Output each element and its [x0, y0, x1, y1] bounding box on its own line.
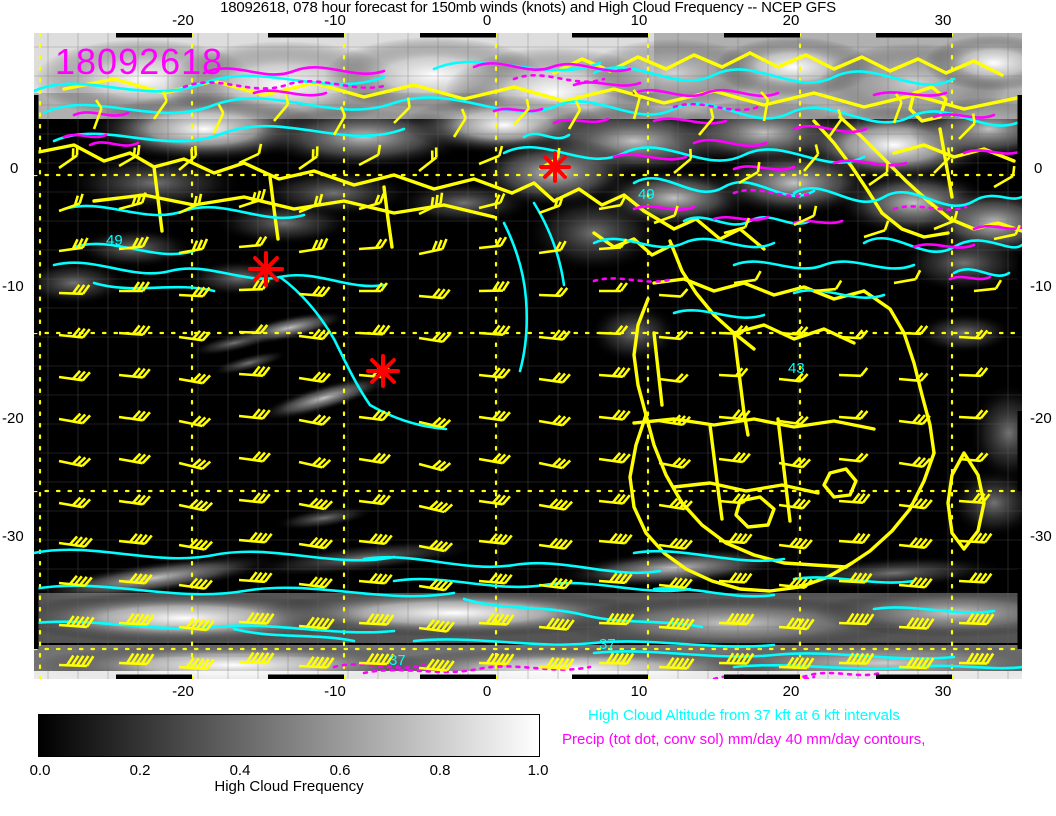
page-title: 18092618, 078 hour forecast for 150mb wi… — [220, 0, 836, 16]
forecast-timestamp-overlay: 18092618 — [55, 41, 224, 82]
top-tick-0: -20 — [172, 12, 194, 29]
right-tick-0: 0 — [1034, 160, 1043, 177]
colorbar-label: High Cloud Frequency — [214, 778, 364, 795]
bottom-tick-1: -10 — [324, 683, 346, 700]
right-tick-2: -20 — [1030, 410, 1052, 427]
contour-label-43: 43 — [788, 360, 805, 377]
colorbar-tick-2: 0.4 — [229, 762, 251, 779]
right-tick-3: -30 — [1030, 528, 1052, 545]
contour-label-37: 37 — [389, 652, 406, 669]
bottom-tick-3: 10 — [630, 683, 648, 700]
left-tick-0: 0 — [10, 160, 19, 177]
bottom-tick-4: 20 — [782, 683, 800, 700]
colorbar-tick-4: 0.8 — [429, 762, 451, 779]
top-tick-3: 10 — [630, 12, 648, 29]
colorbar-tick-1: 0.2 — [129, 762, 151, 779]
legend-precip: Precip (tot dot, conv sol) mm/day 40 mm/… — [562, 731, 926, 748]
left-tick-3: -30 — [2, 528, 24, 545]
top-tick-2: 0 — [482, 12, 492, 29]
site-marker-2 — [248, 251, 284, 287]
right-tick-1: -10 — [1030, 278, 1052, 295]
station-markers — [248, 151, 571, 388]
bottom-tick-2: 0 — [482, 683, 492, 700]
left-tick-1: -10 — [2, 278, 24, 295]
contour-label-37b: 37 — [599, 636, 616, 653]
map-plot-area[interactable]: 49 37 37 43 49 — [34, 33, 1022, 679]
site-marker-1 — [539, 151, 571, 183]
lat-lon-gridlines — [34, 33, 1022, 679]
frame-ticks — [34, 33, 1022, 679]
bottom-tick-0: -20 — [172, 683, 194, 700]
top-tick-1: -10 — [324, 12, 346, 29]
top-tick-4: 20 — [782, 12, 800, 29]
colorbar — [38, 714, 540, 757]
top-tick-5: 30 — [934, 12, 952, 29]
precip-contours — [62, 62, 1022, 281]
colorbar-tick-5: 1.0 — [527, 762, 549, 779]
map-canvas: 49 37 37 43 49 — [34, 33, 1022, 679]
contour-value-labels: 49 37 37 43 49 — [106, 186, 805, 669]
bottom-tick-5: 30 — [934, 683, 952, 700]
legend-cloud-altitude: High Cloud Altitude from 37 kft at 6 kft… — [588, 707, 900, 724]
contour-label-49: 49 — [106, 232, 123, 249]
left-tick-2: -20 — [2, 410, 24, 427]
site-marker-3 — [366, 354, 400, 388]
colorbar-tick-3: 0.6 — [329, 762, 351, 779]
contour-label-49b: 49 — [638, 186, 655, 203]
colorbar-tick-0: 0.0 — [29, 762, 51, 779]
